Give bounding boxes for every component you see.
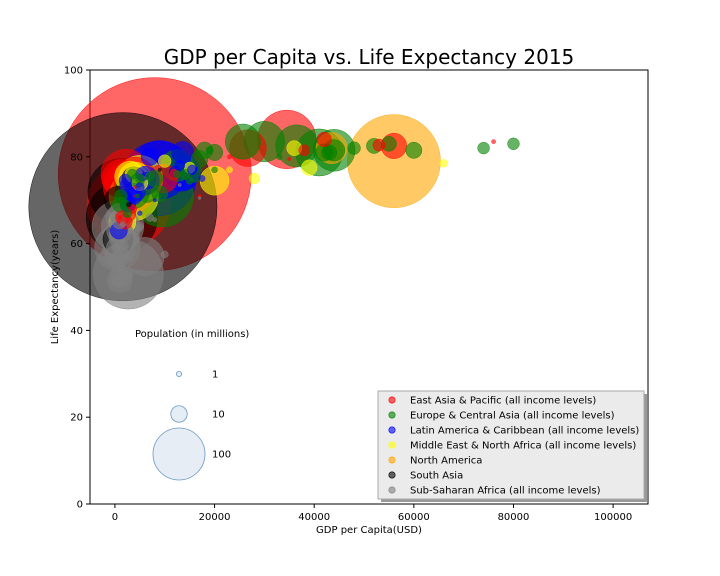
data-point [321,144,338,161]
data-point [160,250,169,259]
size-legend-marker [170,405,188,423]
x-tick-label: 100000 [594,512,632,523]
legend-marker [388,471,396,479]
data-point [439,159,448,168]
data-point [173,170,182,179]
size-legend-marker [152,427,206,481]
data-point [132,194,135,197]
data-point [347,114,441,208]
data-point [145,171,155,182]
y-tick-label: 100 [64,66,83,77]
data-point [137,210,143,216]
data-point [227,154,232,160]
data-point [122,208,133,218]
size-legend-label: 1 [212,370,218,381]
data-point [157,167,162,172]
data-point [226,166,233,174]
data-point [248,172,261,185]
size-legend-label: 100 [212,450,231,461]
data-point [127,168,138,180]
data-point [174,160,186,171]
data-point [197,167,203,173]
data-point [145,213,154,222]
data-point [117,215,122,220]
data-point [298,144,310,157]
legend-marker [388,396,396,404]
data-point [276,153,283,160]
data-point [185,176,194,185]
y-tick-label: 20 [70,413,83,424]
data-point [211,166,218,174]
data-point [135,193,140,199]
data-point [158,154,172,168]
data-point [133,185,137,189]
color-legend: East Asia & Pacific (all income levels) E… [377,390,647,502]
data-point [157,193,162,198]
data-point [111,276,123,289]
data-point [114,242,122,250]
size-legend-title: Population (in millions) [135,329,249,340]
legend-marker [388,486,396,494]
data-point [151,185,169,202]
legend-label: Europe & Central Asia (all income levels… [410,411,615,422]
size-legend-label: 10 [212,410,225,421]
y-tick-label: 40 [70,326,83,337]
x-tick-label: 0 [112,512,118,523]
data-point [140,147,159,166]
data-point [119,221,125,227]
chart-title: GDP per Capita vs. Life Expectancy 2015 [164,45,575,69]
data-point [287,157,292,161]
data-point [116,267,129,280]
y-axis-label: Life Expectancy(years) [50,230,61,345]
x-tick-label: 60000 [398,512,430,523]
x-tick-label: 80000 [498,512,530,523]
data-point [134,224,143,233]
data-point [316,131,332,148]
data-point [372,138,386,152]
legend-marker [388,456,396,464]
data-point [405,141,423,159]
size-legend: Population (in millions) 1 10 100 [135,329,249,481]
data-point [301,159,318,176]
legend-label: East Asia & Pacific (all income levels) [410,396,596,407]
legend-marker [388,411,396,419]
data-point [171,141,194,164]
legend-label: North America [410,456,482,467]
data-point [135,173,145,184]
legend-label: South Asia [410,471,463,482]
axis-ticks: 0 20000 40000 60000 80000 100000 0 20 40 60 80 100 [64,66,632,524]
data-point [135,182,145,192]
x-tick-label: 40000 [298,512,330,523]
legend-label: Latin America & Caribbean (all income le… [410,426,639,437]
data-point [126,255,133,262]
data-point [477,141,490,155]
data-point [187,164,198,175]
data-point [347,141,361,155]
data-point [198,175,206,182]
legend-label: Sub-Saharan Africa (all income levels) [410,486,601,497]
y-tick-label: 60 [70,239,83,250]
data-points [28,77,520,310]
legend-box [377,390,645,500]
size-legend-marker [175,370,182,377]
x-tick-label: 20000 [199,512,231,523]
legend-marker [388,441,396,449]
data-point [197,196,202,200]
x-axis-label: GDP per Capita(USD) [316,525,422,536]
data-point [152,217,158,223]
data-point [205,146,214,155]
data-point [152,198,157,203]
data-point [177,183,182,187]
y-tick-label: 80 [70,152,83,163]
data-point [507,137,520,150]
data-point [491,139,496,144]
y-tick-label: 0 [77,500,83,511]
data-point [126,201,132,208]
data-point [225,123,261,160]
legend-marker [388,426,396,434]
legend-label: Middle East & North Africa (all income l… [410,441,636,452]
